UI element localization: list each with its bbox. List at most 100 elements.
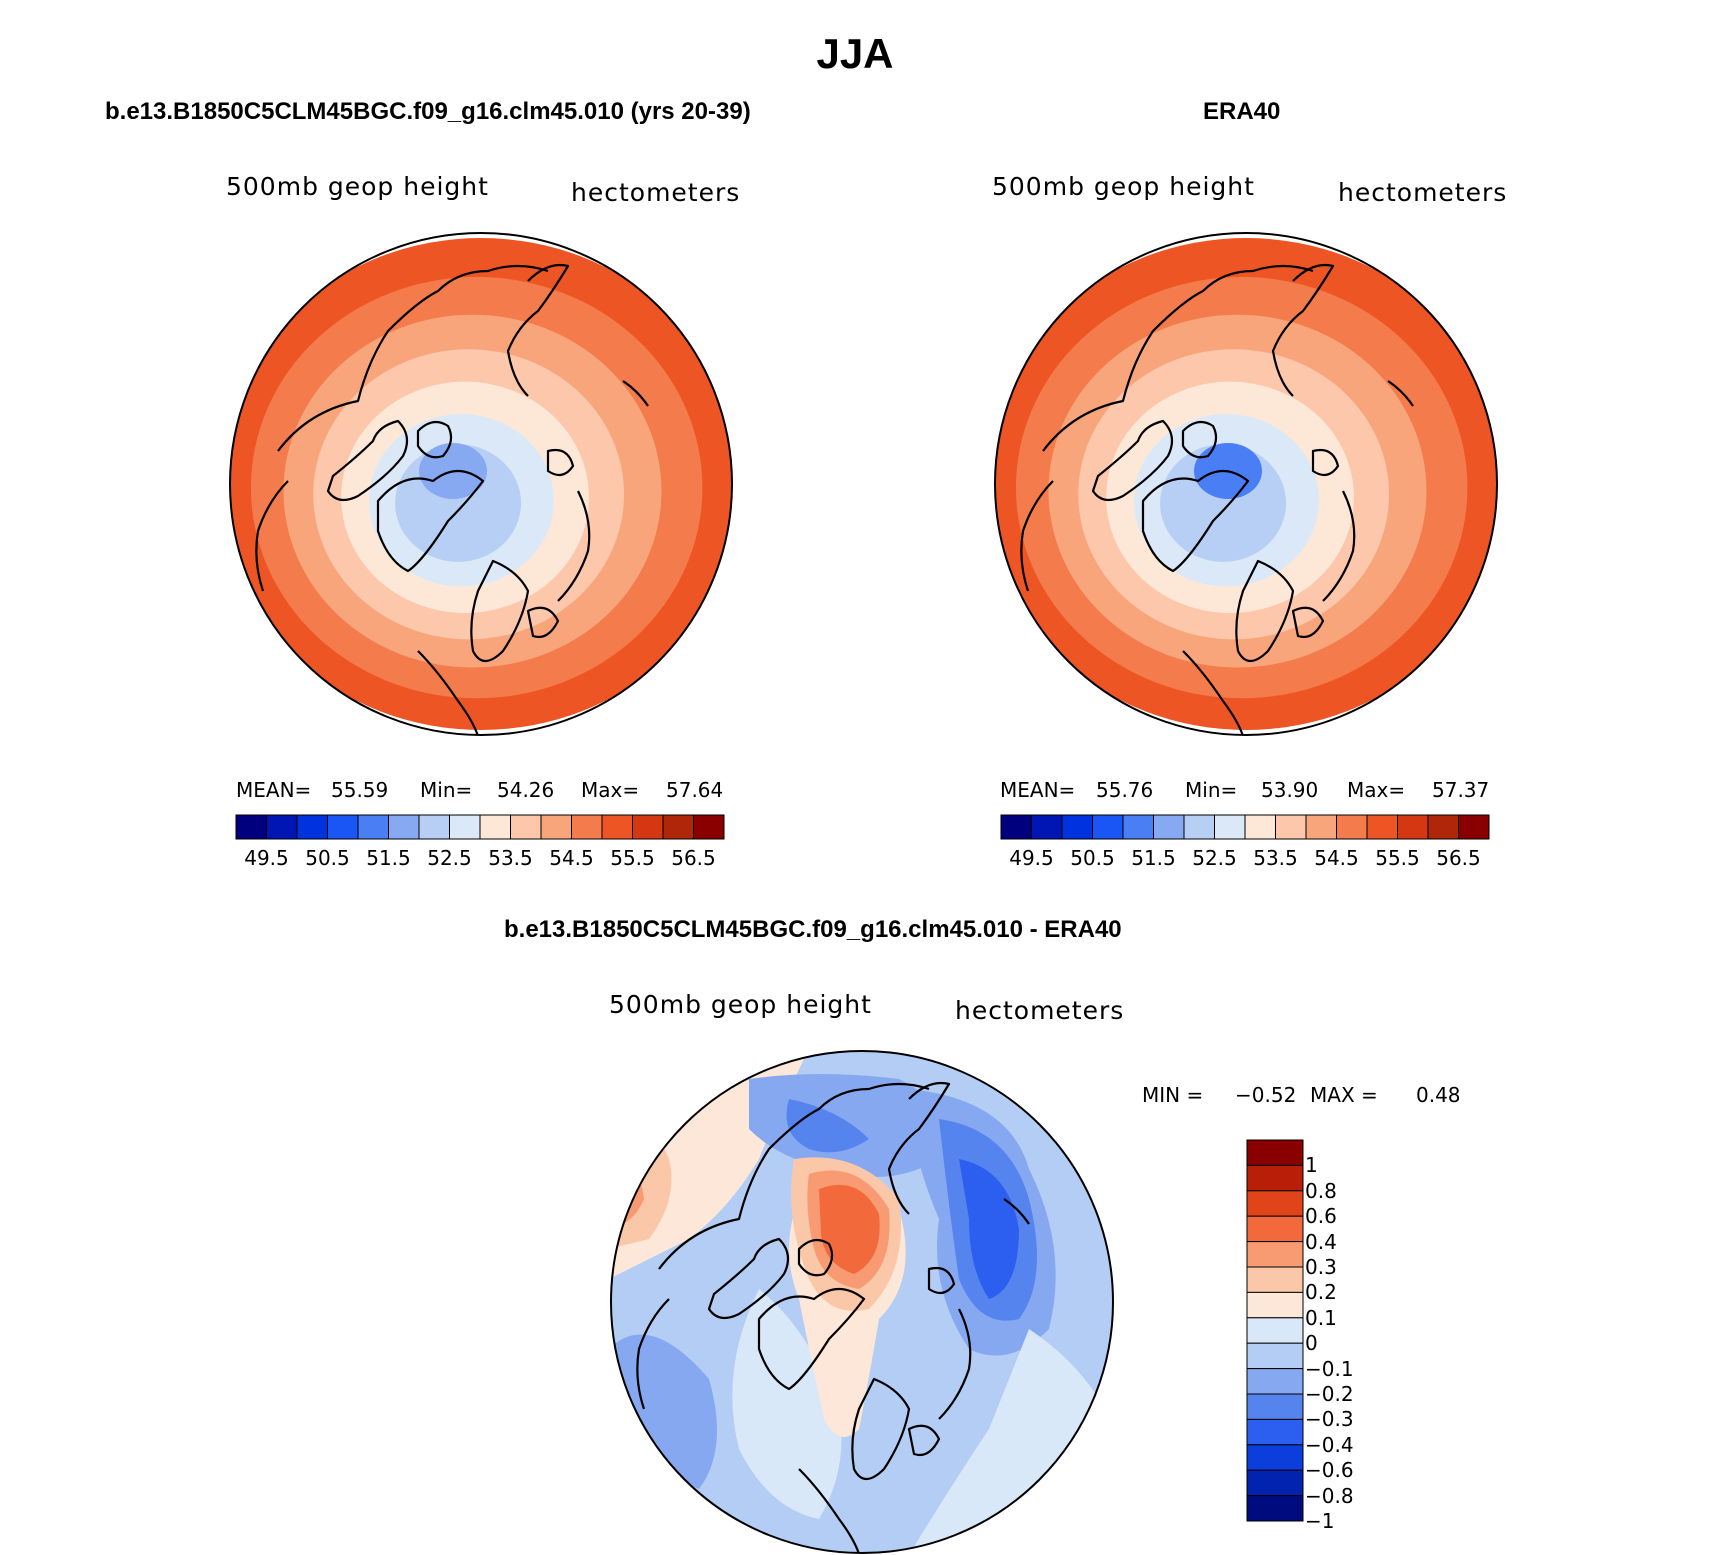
max-label-obs: Max= <box>1347 778 1406 802</box>
diff-colorbar-tick-label: −0.1 <box>1305 1356 1354 1381</box>
colorbar-box <box>327 814 359 840</box>
colorbar-box <box>510 814 542 840</box>
coastline-outlines-diff <box>636 1081 1030 1553</box>
colorbar-boxes-model <box>235 814 725 840</box>
map-border-obs <box>994 232 1498 736</box>
diff-colorbar-box <box>1246 1393 1304 1420</box>
units-label-obs: hectometers <box>1338 178 1508 207</box>
diff-colorbar-tick-label: −0.4 <box>1305 1432 1354 1457</box>
colorbar-tick-label: 53.5 <box>1253 846 1298 870</box>
colorbar-tick-label: 51.5 <box>366 846 411 870</box>
colorbar-tick-label: 54.5 <box>549 846 594 870</box>
min-value-obs: 53.90 <box>1261 778 1319 802</box>
colorbar-box <box>418 814 450 840</box>
diff-colorbar-box <box>1246 1291 1304 1319</box>
diff-colorbar-box <box>1246 1495 1304 1522</box>
polar-map-obs <box>994 232 1498 736</box>
polar-map-model <box>229 232 733 736</box>
colorbar-box <box>1214 814 1246 840</box>
diff-colorbar-box <box>1246 1266 1304 1293</box>
colorbar-box <box>1153 814 1185 840</box>
diff-colorbar-box <box>1246 1418 1304 1446</box>
colorbar-tick-label: 49.5 <box>244 846 289 870</box>
diff-title: b.e13.B1850C5CLM45BGC.f09_g16.clm45.010 … <box>504 916 1122 943</box>
diff-colorbar-tick-label: 0.8 <box>1305 1178 1337 1203</box>
colorbar-box <box>1336 814 1368 840</box>
map-border-model <box>229 232 733 736</box>
units-label-diff: hectometers <box>955 996 1125 1025</box>
min-label-obs: Min= <box>1185 778 1238 802</box>
diff-colorbar-box <box>1246 1342 1304 1370</box>
colorbar-tick-label: 54.5 <box>1314 846 1359 870</box>
colorbar-box <box>693 814 725 840</box>
colorbar-tick-label: 56.5 <box>1436 846 1481 870</box>
panel-title-model: b.e13.B1850C5CLM45BGC.f09_g16.clm45.010 … <box>105 98 751 125</box>
difference-fills <box>611 1051 1113 1553</box>
colorbar-box <box>601 814 633 840</box>
diff-colorbar-box <box>1246 1190 1304 1217</box>
diff-colorbar <box>1246 1139 1304 1522</box>
colorbar-box <box>1427 814 1459 840</box>
colorbar-box <box>1000 814 1032 840</box>
colorbar-box <box>479 814 511 840</box>
colorbar-box <box>1092 814 1124 840</box>
panel-title-obs: ERA40 <box>1203 98 1281 125</box>
colorbar-box <box>1122 814 1154 840</box>
colorbar-tick-label: 56.5 <box>671 846 716 870</box>
coastline-outlines-obs <box>1020 263 1414 735</box>
diff-min-label: MIN = <box>1142 1083 1204 1107</box>
colorbar-tick-label: 55.5 <box>610 846 655 870</box>
diff-colorbar-box <box>1246 1241 1304 1268</box>
colorbar-box <box>540 814 572 840</box>
colorbar-tick-label: 51.5 <box>1131 846 1176 870</box>
colorbar-labels-model: 49.5 50.5 51.5 52.5 53.5 54.5 55.5 56.5 <box>244 846 716 870</box>
diff-colorbar-tick-label: −0.3 <box>1305 1407 1354 1432</box>
colorbar-box <box>235 814 267 840</box>
colorbar-obs: 49.5 50.5 51.5 52.5 53.5 54.5 55.5 56.5 <box>1000 814 1490 870</box>
colorbar-box <box>1366 814 1398 840</box>
diff-colorbar-box <box>1246 1444 1304 1471</box>
diff-colorbar-tick-label: 0.1 <box>1305 1305 1337 1330</box>
diff-colorbar-box <box>1246 1469 1304 1497</box>
colorbar-box <box>1275 814 1307 840</box>
variable-label-diff: 500mb geop height <box>609 990 872 1019</box>
polar-map-diff <box>610 1050 1114 1554</box>
colorbar-boxes-obs <box>1000 814 1490 840</box>
diff-colorbar-box <box>1246 1317 1304 1344</box>
colorbar-tick-label: 52.5 <box>1192 846 1237 870</box>
colorbar-box <box>449 814 481 840</box>
max-label-model: Max= <box>581 778 640 802</box>
max-value-model: 57.64 <box>666 778 724 802</box>
max-value-obs: 57.37 <box>1432 778 1490 802</box>
diff-colorbar-box <box>1246 1215 1304 1243</box>
diff-colorbar-tick-label: 0.3 <box>1305 1255 1337 1279</box>
colorbar-tick-label: 55.5 <box>1375 846 1420 870</box>
variable-label-model: 500mb geop height <box>226 172 489 201</box>
diff-colorbar-tick-label: −0.8 <box>1305 1483 1354 1508</box>
diff-max-label: MAX = <box>1310 1083 1378 1107</box>
colorbar-box <box>1031 814 1063 840</box>
diff-colorbar-tick-label: −1 <box>1305 1509 1335 1533</box>
diff-colorbar-boxes <box>1246 1139 1304 1522</box>
colorbar-box <box>1061 814 1093 840</box>
colorbar-tick-label: 50.5 <box>1070 846 1115 870</box>
diff-colorbar-tick-label: −0.2 <box>1305 1382 1354 1406</box>
min-label-model: Min= <box>420 778 473 802</box>
colorbar-tick-label: 53.5 <box>488 846 533 870</box>
units-label-model: hectometers <box>571 178 741 207</box>
colorbar-tick-label: 49.5 <box>1009 846 1054 870</box>
diff-colorbar-tick-label: −0.6 <box>1305 1458 1354 1483</box>
diff-max-value: 0.48 <box>1416 1083 1461 1107</box>
diff-min-value: −0.52 <box>1235 1083 1297 1107</box>
mean-label-obs: MEAN= <box>1000 778 1076 802</box>
colorbar-box <box>1397 814 1429 840</box>
colorbar-box <box>662 814 694 840</box>
diff-colorbar-tick-label: 1 <box>1305 1153 1318 1178</box>
diff-colorbar-box <box>1246 1139 1304 1166</box>
diff-colorbar-tick-label: 0 <box>1305 1331 1318 1356</box>
diff-colorbar-tick-label: 0.4 <box>1305 1229 1337 1254</box>
mean-value-model: 55.59 <box>331 778 389 802</box>
mean-label-model: MEAN= <box>236 778 312 802</box>
diff-colorbar-tick-label: 0.6 <box>1305 1204 1337 1229</box>
colorbar-box <box>1244 814 1276 840</box>
